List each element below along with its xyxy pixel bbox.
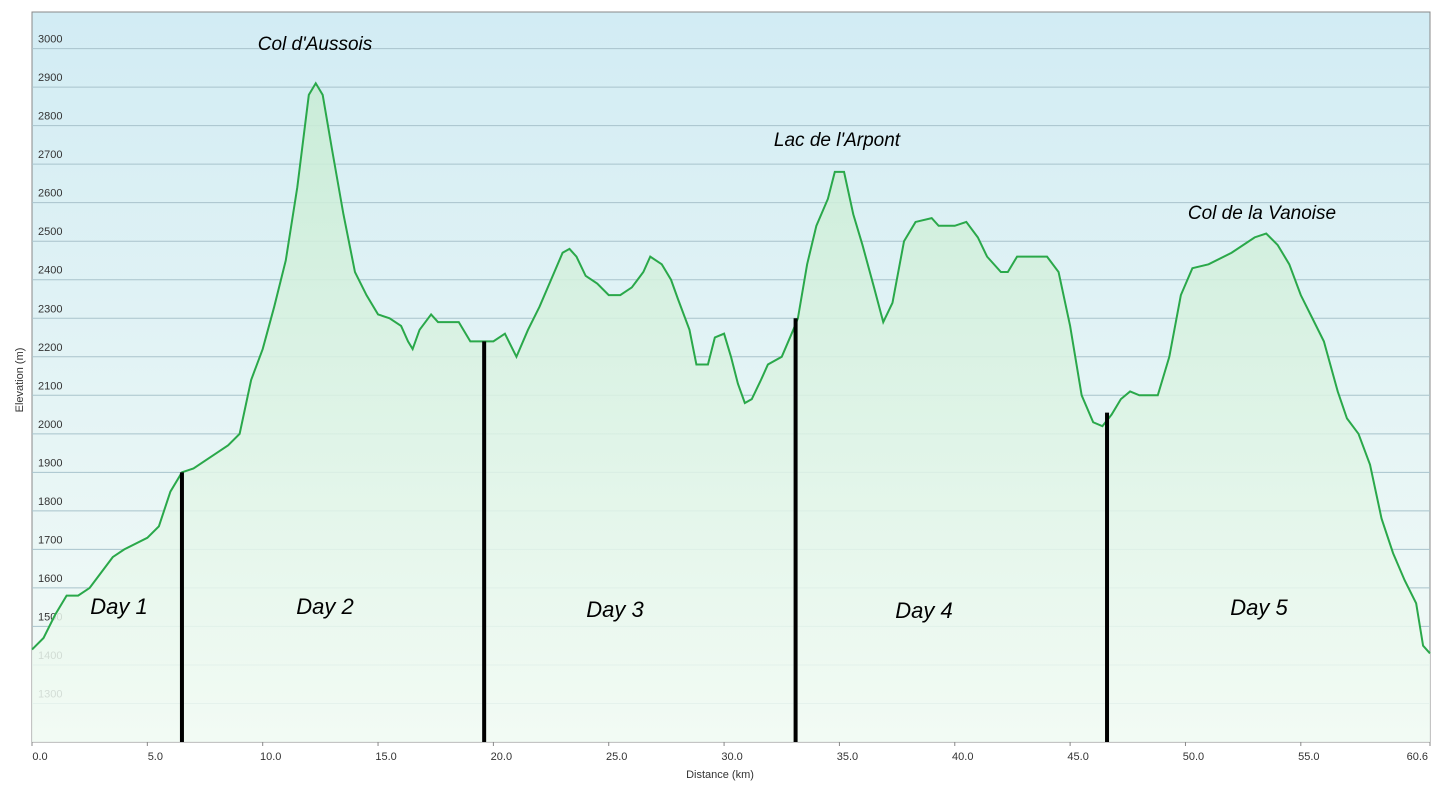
x-tick-label: 10.0 [260,751,281,763]
day-label: Day 1 [90,594,147,619]
x-tick-label: 15.0 [375,751,396,763]
x-tick-label: 30.0 [721,751,742,763]
x-tick-label: 55.0 [1298,751,1319,763]
x-tick-label: 20.0 [491,751,512,763]
day-label: Day 5 [1230,595,1288,620]
y-tick-label: 2000 [38,419,62,431]
y-tick-label: 1600 [38,573,62,585]
y-tick-label: 2200 [38,342,62,354]
peak-annotation: Lac de l'Arpont [774,130,901,151]
x-tick-label: 45.0 [1067,751,1088,763]
area-fill [32,83,1430,743]
x-tick-label: 0.0 [32,751,47,763]
y-tick-label: 2300 [38,303,62,315]
x-tick-label: 60.6 [1407,751,1428,763]
y-tick-label: 2600 [38,188,62,200]
y-axis-title: Elevation (m) [14,348,26,413]
peak-annotation: Col d'Aussois [258,34,373,55]
x-tick-label: 40.0 [952,751,973,763]
peak-annotation: Col de la Vanoise [1188,203,1336,224]
x-tick-label: 25.0 [606,751,627,763]
y-tick-label: 1700 [38,534,62,546]
y-tick-label: 2700 [38,149,62,161]
y-tick-label: 1800 [38,496,62,508]
y-tick-label: 2400 [38,265,62,277]
y-tick-label: 2800 [38,111,62,123]
y-tick-label: 3000 [38,34,62,46]
y-tick-label: 1900 [38,457,62,469]
elevation-line [31,81,1431,655]
y-tick-label: 2100 [38,380,62,392]
day-label: Day 2 [296,594,353,619]
x-tick-label: 35.0 [837,751,858,763]
day-label: Day 3 [586,597,644,622]
x-axis-title: Distance (km) [686,769,754,781]
y-tick-label: 2900 [38,72,62,84]
y-tick-label: 2500 [38,226,62,238]
day-label: Day 4 [895,598,952,623]
x-tick-label: 5.0 [148,751,163,763]
x-tick-label: 50.0 [1183,751,1204,763]
